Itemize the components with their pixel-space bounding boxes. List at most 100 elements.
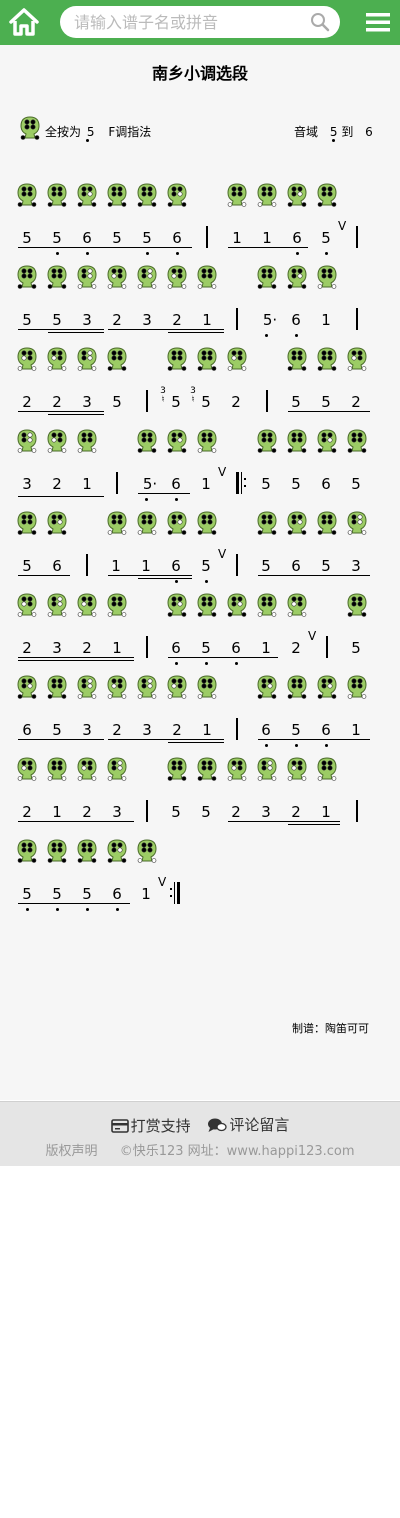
duration-underline bbox=[48, 332, 104, 333]
jianpu-note: 6 bbox=[291, 311, 301, 329]
jianpu-note: 6 bbox=[261, 721, 271, 739]
bar-line bbox=[236, 718, 238, 740]
jianpu-note: 6 bbox=[112, 885, 122, 903]
jianpu-note: 1 bbox=[321, 311, 331, 329]
ocarina-fingering-icon bbox=[197, 593, 217, 621]
low-octave-dot bbox=[205, 662, 208, 665]
low-octave-dot bbox=[325, 744, 328, 747]
jianpu-note: 1 bbox=[112, 639, 122, 657]
ocarina-fingering-icon bbox=[227, 347, 247, 375]
ocarina-fingering-icon bbox=[17, 429, 37, 457]
jianpu-note: 5 bbox=[22, 311, 32, 329]
ocarina-fingering-icon bbox=[17, 593, 37, 621]
low-octave-dot bbox=[265, 334, 268, 337]
ocarina-fingering-icon bbox=[287, 511, 307, 539]
jianpu-note: 5 bbox=[52, 721, 62, 739]
bar-line bbox=[146, 390, 148, 412]
jianpu-note: 3 bbox=[142, 311, 152, 329]
duration-underline bbox=[18, 660, 134, 661]
search-input[interactable] bbox=[74, 6, 304, 38]
ocarina-fingering-icon bbox=[317, 347, 337, 375]
jianpu-note: 5 bbox=[201, 557, 211, 575]
ocarina-fingering-icon bbox=[317, 675, 337, 703]
menu-icon[interactable] bbox=[366, 12, 390, 33]
reward-label: 打赏支持 bbox=[130, 1117, 191, 1135]
jianpu-note: 5 bbox=[22, 557, 32, 575]
jianpu-note: 5 bbox=[52, 311, 62, 329]
duration-underline bbox=[18, 329, 104, 330]
low-octave-dot bbox=[332, 139, 335, 142]
bar-line bbox=[236, 308, 238, 330]
ocarina-fingering-icon bbox=[17, 757, 37, 785]
jianpu-note: 2 bbox=[52, 393, 62, 411]
jianpu-note: 5 bbox=[142, 229, 152, 247]
low-octave-dot bbox=[235, 662, 238, 665]
grace-note: 3 ♮ bbox=[160, 386, 166, 405]
ocarina-fingering-icon bbox=[257, 757, 277, 785]
jianpu-note: 5 bbox=[52, 885, 62, 903]
ocarina-fingering-icon bbox=[167, 593, 187, 621]
ocarina-fingering-icon bbox=[47, 511, 67, 539]
ocarina-fingering-icon bbox=[77, 839, 97, 867]
low-octave-dot bbox=[86, 139, 89, 142]
jianpu-note: 1 bbox=[232, 229, 242, 247]
ocarina-fingering-icon bbox=[197, 757, 217, 785]
range-high: 6 bbox=[365, 125, 373, 139]
jianpu-note: 2 bbox=[22, 639, 32, 657]
jianpu-note: 1 bbox=[111, 557, 121, 575]
jianpu-note: 2 bbox=[82, 639, 92, 657]
ocarina-fingering-icon bbox=[137, 429, 157, 457]
footer: 打赏支持 评论留言 版权声明 ©快乐123 网址：www.happi123.co… bbox=[0, 1101, 400, 1166]
jianpu-note: 5 bbox=[82, 885, 92, 903]
jianpu-note: 3 bbox=[82, 311, 92, 329]
jianpu-note: 6 bbox=[321, 721, 331, 739]
ocarina-fingering-icon bbox=[107, 593, 127, 621]
comment-button[interactable]: 评论留言 bbox=[207, 1114, 289, 1135]
home-icon[interactable] bbox=[9, 8, 39, 36]
duration-underline bbox=[228, 821, 340, 822]
jianpu-note: 1 bbox=[261, 639, 271, 657]
ocarina-fingering-icon bbox=[257, 511, 277, 539]
copyright-link[interactable]: 版权声明 bbox=[45, 1144, 98, 1159]
search-icon[interactable] bbox=[310, 12, 330, 32]
jianpu-note: 3 bbox=[22, 475, 32, 493]
repeat-start-sign bbox=[236, 472, 246, 494]
jianpu-note: 5 bbox=[22, 885, 32, 903]
top-bar bbox=[0, 0, 400, 45]
ocarina-fingering-icon bbox=[347, 593, 367, 621]
bar-line bbox=[356, 226, 358, 248]
jianpu-note: 6 bbox=[22, 721, 32, 739]
ocarina-fingering-icon bbox=[167, 183, 187, 211]
jianpu-note: 6 bbox=[291, 557, 301, 575]
duration-underline bbox=[168, 742, 224, 743]
jianpu-note: 6 bbox=[82, 229, 92, 247]
jianpu-note: 2 bbox=[112, 721, 122, 739]
ocarina-fingering-icon bbox=[107, 347, 127, 375]
duration-underline bbox=[108, 329, 224, 330]
ocarina-fingering-icon bbox=[17, 183, 37, 211]
jianpu-note: 2 bbox=[52, 475, 62, 493]
jianpu-note: 5 bbox=[112, 393, 122, 411]
fingering-label: 全按为 bbox=[45, 125, 82, 139]
ocarina-fingering-icon bbox=[137, 183, 157, 211]
ocarina-fingering-icon bbox=[47, 593, 67, 621]
jianpu-note: 5 bbox=[201, 803, 211, 821]
bar-line bbox=[146, 636, 148, 658]
duration-underline bbox=[138, 493, 190, 494]
jianpu-note: 5 bbox=[201, 639, 211, 657]
reward-button[interactable]: 打赏支持 bbox=[110, 1115, 191, 1136]
ocarina-fingering-icon bbox=[347, 511, 367, 539]
range-low: 5 bbox=[329, 125, 338, 139]
ocarina-fingering-icon bbox=[47, 839, 67, 867]
low-octave-dot bbox=[205, 580, 208, 583]
duration-underline bbox=[18, 411, 104, 412]
low-octave-dot bbox=[175, 498, 178, 501]
ocarina-fingering-icon bbox=[317, 183, 337, 211]
ocarina-fingering-icon bbox=[137, 839, 157, 867]
site-info: ©快乐123 网址：www.happi123.com bbox=[119, 1144, 355, 1159]
ocarina-fingering-icon bbox=[287, 757, 307, 785]
ocarina-fingering-icon bbox=[137, 265, 157, 293]
ocarina-fingering-icon bbox=[257, 675, 277, 703]
ocarina-fingering-icon bbox=[47, 757, 67, 785]
jianpu-note: 5 bbox=[171, 393, 181, 411]
